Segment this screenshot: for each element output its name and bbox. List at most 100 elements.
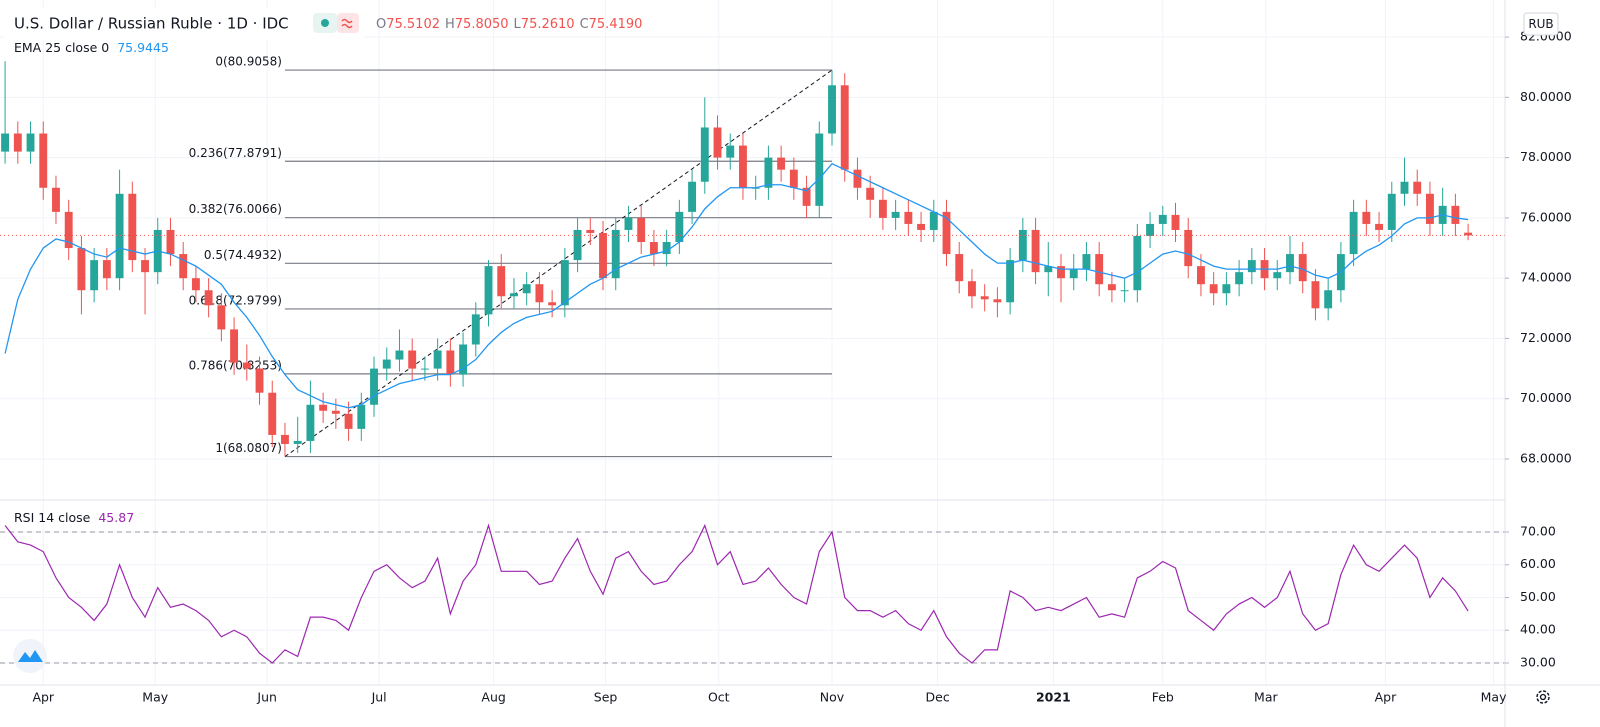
candle-body bbox=[1133, 235, 1142, 291]
gear-inner bbox=[1539, 693, 1547, 701]
candle-body bbox=[1, 133, 10, 152]
candle-body bbox=[395, 350, 404, 360]
fib-level-label: 1(68.0807) bbox=[215, 441, 282, 455]
candle-body bbox=[115, 193, 124, 279]
fib-level-label: 0(80.9058) bbox=[215, 55, 282, 69]
candle-body bbox=[306, 404, 315, 441]
candle-body bbox=[624, 217, 633, 230]
candle-body bbox=[802, 187, 811, 206]
candle-body bbox=[1286, 254, 1294, 273]
candle-body bbox=[535, 284, 544, 303]
candle-body bbox=[1006, 260, 1015, 303]
candle-body bbox=[878, 199, 887, 218]
candle-body bbox=[90, 260, 99, 291]
candle-body bbox=[141, 260, 149, 273]
y-tick-label: 68.0000 bbox=[1520, 451, 1572, 466]
ohlc-value: 75.8050 bbox=[455, 17, 509, 32]
candle-body bbox=[1311, 281, 1320, 309]
candle-body bbox=[1069, 269, 1078, 279]
fib-level-label: 0.382(76.0066) bbox=[189, 202, 282, 216]
candle-body bbox=[1375, 223, 1383, 230]
candle-body bbox=[929, 211, 938, 230]
candle-body bbox=[217, 305, 226, 330]
y-tick-label: 72.0000 bbox=[1520, 330, 1572, 345]
candle-body bbox=[1018, 229, 1027, 261]
plot-layer: 0(80.9058) 0.236(77.8791) 0.382(76.0066) 0.… bbox=[0, 55, 1505, 664]
candle-body bbox=[942, 211, 951, 255]
candle-body bbox=[866, 187, 875, 200]
x-tick-label: Sep bbox=[594, 690, 618, 705]
candle-body bbox=[64, 211, 73, 249]
candle-body bbox=[420, 368, 429, 370]
candle-body bbox=[675, 211, 684, 243]
x-tick-label: Jul bbox=[371, 690, 387, 705]
chart-title[interactable]: U.S. Dollar / Russian Ruble · 1D · IDC bbox=[14, 15, 289, 33]
candle-body bbox=[1247, 260, 1256, 273]
candle-body bbox=[230, 329, 239, 363]
candle-body bbox=[815, 133, 824, 206]
currency-frame bbox=[1523, 12, 1559, 36]
currency-box[interactable]: RUB bbox=[1523, 12, 1559, 36]
candle-body bbox=[1362, 211, 1371, 224]
logo-backdrop bbox=[13, 639, 47, 673]
y-tick-label: 78.0000 bbox=[1520, 149, 1572, 164]
candle-body bbox=[688, 181, 697, 212]
logo-mark bbox=[18, 650, 43, 662]
candle-body bbox=[446, 350, 455, 375]
ema-value: 75.9445 bbox=[117, 40, 169, 55]
candle-body bbox=[1146, 223, 1155, 236]
candle-body bbox=[637, 217, 646, 243]
ohlc-key: C bbox=[580, 17, 589, 32]
ohlc-key: L bbox=[514, 17, 522, 32]
candle-body bbox=[586, 229, 595, 233]
candle-body bbox=[1273, 272, 1282, 279]
y-tick-label: 50.00 bbox=[1520, 589, 1556, 604]
x-tick-label: May bbox=[142, 690, 168, 705]
candle-body bbox=[789, 169, 798, 188]
candle-body bbox=[242, 362, 251, 369]
candle-body bbox=[548, 302, 557, 306]
rsi-line bbox=[4, 523, 1469, 664]
candle-body bbox=[1222, 284, 1231, 294]
y-tick-label: 40.00 bbox=[1520, 622, 1556, 637]
candle-body bbox=[204, 290, 213, 306]
candle-body bbox=[955, 254, 964, 282]
data-badge[interactable] bbox=[337, 13, 359, 33]
candle-body bbox=[904, 211, 913, 224]
ema-legend[interactable]: EMA 25 close 0 75.9445 bbox=[14, 40, 169, 55]
candle-body bbox=[764, 157, 773, 188]
candle-body bbox=[497, 266, 506, 297]
x-tick-label: Apr bbox=[1375, 690, 1397, 705]
x-tick-label: Aug bbox=[481, 690, 505, 705]
candle-body bbox=[433, 350, 442, 369]
x-tick-label: Apr bbox=[32, 690, 54, 705]
ohlc-value: 75.5102 bbox=[386, 17, 440, 32]
rsi-legend[interactable]: RSI 14 close 45.87 bbox=[14, 510, 134, 525]
candle-body bbox=[484, 266, 493, 315]
candle-body bbox=[459, 344, 468, 375]
x-tick-label: Dec bbox=[926, 690, 950, 705]
candle-body bbox=[980, 296, 989, 300]
logo[interactable] bbox=[13, 639, 47, 673]
fib-level-label: 0.618(72.9799) bbox=[189, 293, 282, 307]
candle-body bbox=[1057, 266, 1065, 279]
fib-level-label: 0.5(74.4932) bbox=[204, 248, 282, 262]
settings-button[interactable] bbox=[1536, 690, 1550, 704]
candle-body bbox=[599, 232, 607, 279]
ema-name: EMA 25 close 0 bbox=[14, 40, 109, 55]
candle-body bbox=[1400, 181, 1409, 194]
y-tick-label: 30.00 bbox=[1520, 654, 1556, 669]
candle-body bbox=[560, 260, 569, 306]
candle-body bbox=[828, 85, 836, 134]
candle-body bbox=[1464, 232, 1473, 236]
x-tick-label: Mar bbox=[1254, 690, 1278, 705]
candle-body bbox=[1171, 214, 1180, 230]
candle-body bbox=[1158, 214, 1167, 224]
candle-body bbox=[726, 145, 735, 158]
candle-body bbox=[1451, 205, 1460, 224]
candle-body bbox=[128, 193, 137, 261]
